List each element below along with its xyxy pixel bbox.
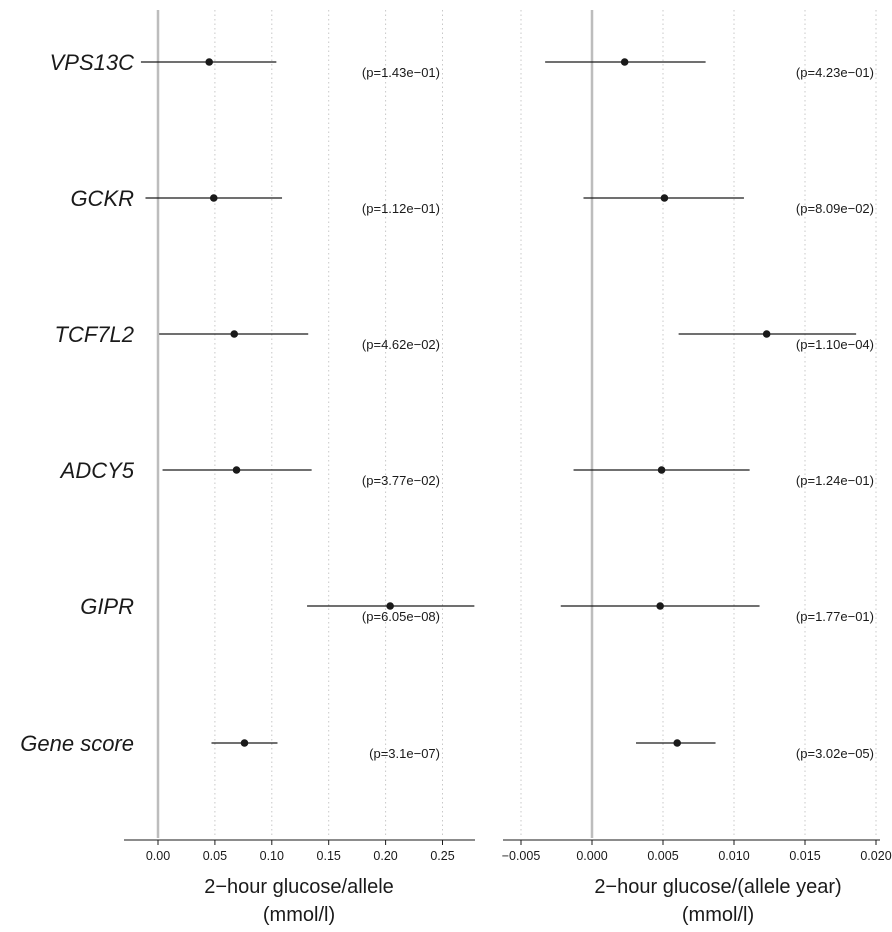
p-value-gene-score-1: (p=3.1e−07) [369,746,440,761]
x-tick-label-1-5: 0.25 [430,849,454,863]
estimate-point-gckr-1 [209,194,218,202]
x-tick-label-2-0: −0.005 [502,849,541,863]
estimate-point-vps13c-1 [205,58,214,66]
p-value-gckr-2: (p=8.09e−02) [796,201,874,216]
x-tick-label-2-3: 0.010 [718,849,749,863]
estimate-point-adcy5-2 [657,466,666,474]
panel-1: 0.00 0.05 0.10 0.15 0.20 0.25 2−hour glucose/a… [20,10,475,926]
row-label-vps13c: VPS13C [50,50,134,75]
row-label-gene-score: Gene score [20,731,134,756]
x-tick-label-2-5: 0.020 [860,849,891,863]
x-tick-label-2-2: 0.005 [647,849,678,863]
p-value-tcf7l2-2: (p=1.10e−04) [796,337,874,352]
estimate-point-tcf7l2-1 [230,330,239,338]
row-label-gckr: GCKR [70,186,134,211]
x-tick-label-2-4: 0.015 [789,849,820,863]
p-value-adcy5-1: (p=3.77e−02) [362,473,440,488]
estimate-point-adcy5-1 [232,466,241,474]
x-tick-label-1-2: 0.10 [260,849,284,863]
estimate-point-vps13c-2 [620,58,629,66]
estimate-point-gipr-1 [386,602,394,610]
p-value-tcf7l2-1: (p=4.62e−02) [362,337,440,352]
row-label-gipr: GIPR [80,594,134,619]
x-axis-unit-2: (mmol/l) [682,904,754,926]
p-value-vps13c-1: (p=1.43e−01) [362,65,440,80]
estimate-point-gckr-2 [660,194,669,202]
p-value-adcy5-2: (p=1.24e−01) [796,473,874,488]
x-axis-unit-1: (mmol/l) [263,904,335,926]
p-value-gipr-2: (p=1.77e−01) [796,609,874,624]
p-value-gipr-1: (p=6.05e−08) [362,609,440,624]
x-axis-label-1: 2−hour glucose/allele [204,876,394,898]
panel-2: −0.005 0.000 0.005 0.010 0.015 0.020 2−hour gl… [502,10,892,926]
x-tick-label-2-1: 0.000 [576,849,607,863]
x-tick-label-1-0: 0.00 [146,849,170,863]
x-tick-label-1-1: 0.05 [203,849,227,863]
x-tick-label-1-3: 0.15 [317,849,341,863]
estimate-point-gene-score-1 [240,739,249,747]
estimate-point-tcf7l2-2 [762,330,771,338]
row-label-tcf7l2: TCF7L2 [55,322,134,347]
p-value-gene-score-2: (p=3.02e−05) [796,746,874,761]
p-value-gckr-1: (p=1.12e−01) [362,201,440,216]
x-tick-label-1-4: 0.20 [373,849,397,863]
estimate-point-gene-score-2 [673,739,681,747]
p-value-vps13c-2: (p=4.23e−01) [796,65,874,80]
x-axis-label-2: 2−hour glucose/(allele year) [594,876,841,898]
estimate-point-gipr-2 [656,602,664,610]
row-label-adcy5: ADCY5 [59,458,135,483]
